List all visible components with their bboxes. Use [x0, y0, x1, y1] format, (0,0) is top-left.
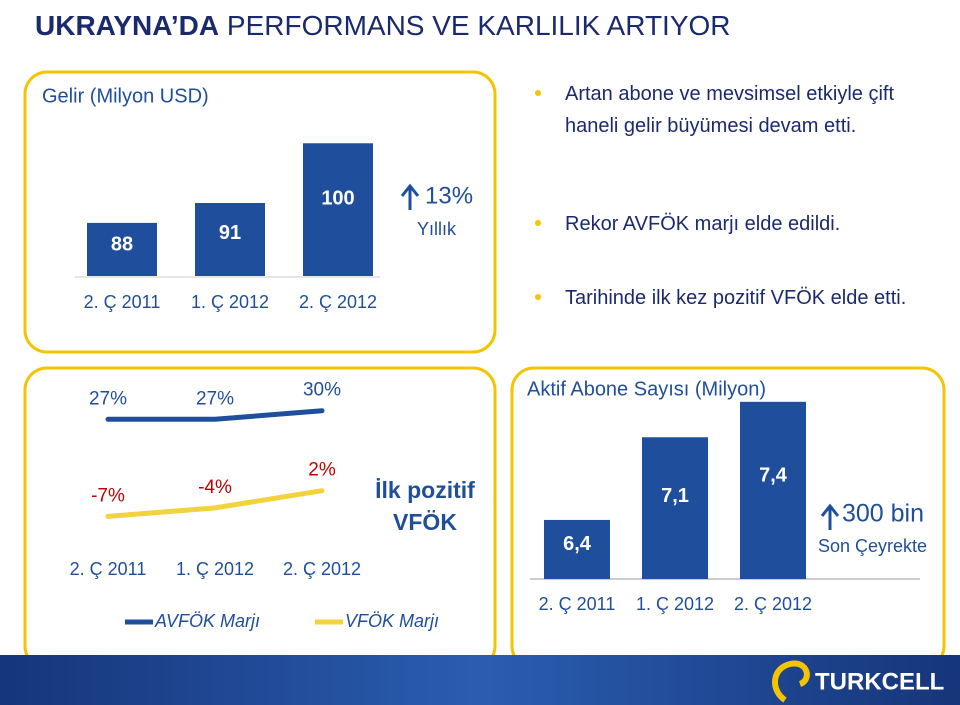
data-label: 2%: [308, 460, 336, 481]
x-tick-label: 2. Ç 2011: [539, 594, 616, 614]
bullet: Artan abone ve mevsimsel etkiyle çift ha…: [535, 78, 925, 142]
chart-title: Gelir (Milyon USD): [42, 85, 209, 107]
annotation: İlk pozitif VFÖK: [375, 477, 475, 535]
arrow-icon: [820, 503, 840, 530]
logo: TURKCELL: [815, 668, 944, 695]
x-tick-label: 1. Ç 2012: [191, 292, 269, 312]
bullet: Tarihinde ilk kez pozitif VFÖK elde etti…: [535, 282, 925, 314]
logo-mark: [772, 660, 810, 703]
x-tick-label: 2. Ç 2012: [283, 559, 361, 579]
legend-label: AVFÖK Marjı: [154, 611, 260, 631]
line: [105, 408, 325, 422]
bar: [195, 203, 265, 276]
data-label: 91: [219, 222, 241, 244]
title-bold: UKRAYNA’DA: [35, 10, 220, 41]
x-tick-label: 1. Ç 2012: [176, 559, 254, 579]
data-label: 6,4: [563, 533, 592, 555]
data-label: -4%: [198, 477, 232, 498]
chart-title: Aktif Abone Sayısı (Milyon): [527, 378, 766, 400]
x-tick-label: 2. Ç 2011: [70, 559, 147, 579]
bar: [303, 143, 373, 276]
growth: 300 bin: [842, 500, 924, 528]
x-tick-label: 2. Ç 2011: [84, 292, 161, 312]
data-label: 27%: [196, 388, 234, 409]
x-tick-label: 2. Ç 2012: [299, 292, 377, 312]
x-tick-label: 1. Ç 2012: [636, 594, 714, 614]
data-label: 7,1: [661, 485, 689, 507]
panel: [23, 70, 497, 354]
growth: 13%: [425, 182, 473, 209]
bullet: Rekor AVFÖK marjı elde edildi.: [535, 208, 925, 240]
bar: [544, 519, 610, 579]
bar: [642, 437, 708, 579]
legend-label: VFÖK Marjı: [345, 611, 439, 631]
growth-label: Yıllık: [417, 219, 457, 239]
growth-label: Son Çeyrekte: [818, 536, 927, 556]
line: [105, 488, 325, 519]
arrow-icon: [400, 183, 420, 210]
data-label: -7%: [91, 485, 125, 506]
data-label: 88: [111, 233, 133, 255]
bar: [87, 222, 157, 276]
data-label: 100: [321, 187, 354, 209]
x-tick-label: 2. Ç 2012: [734, 594, 812, 614]
data-label: 27%: [89, 388, 127, 409]
slide-title: UKRAYNA’DA PERFORMANS VE KARLILIK ARTIYO…: [35, 10, 731, 42]
title: PERFORMANS VE KARLILIK ARTIYOR: [226, 10, 731, 41]
data-label: 7,4: [759, 465, 788, 487]
bar: [740, 401, 806, 579]
data-label: 30%: [303, 380, 341, 401]
